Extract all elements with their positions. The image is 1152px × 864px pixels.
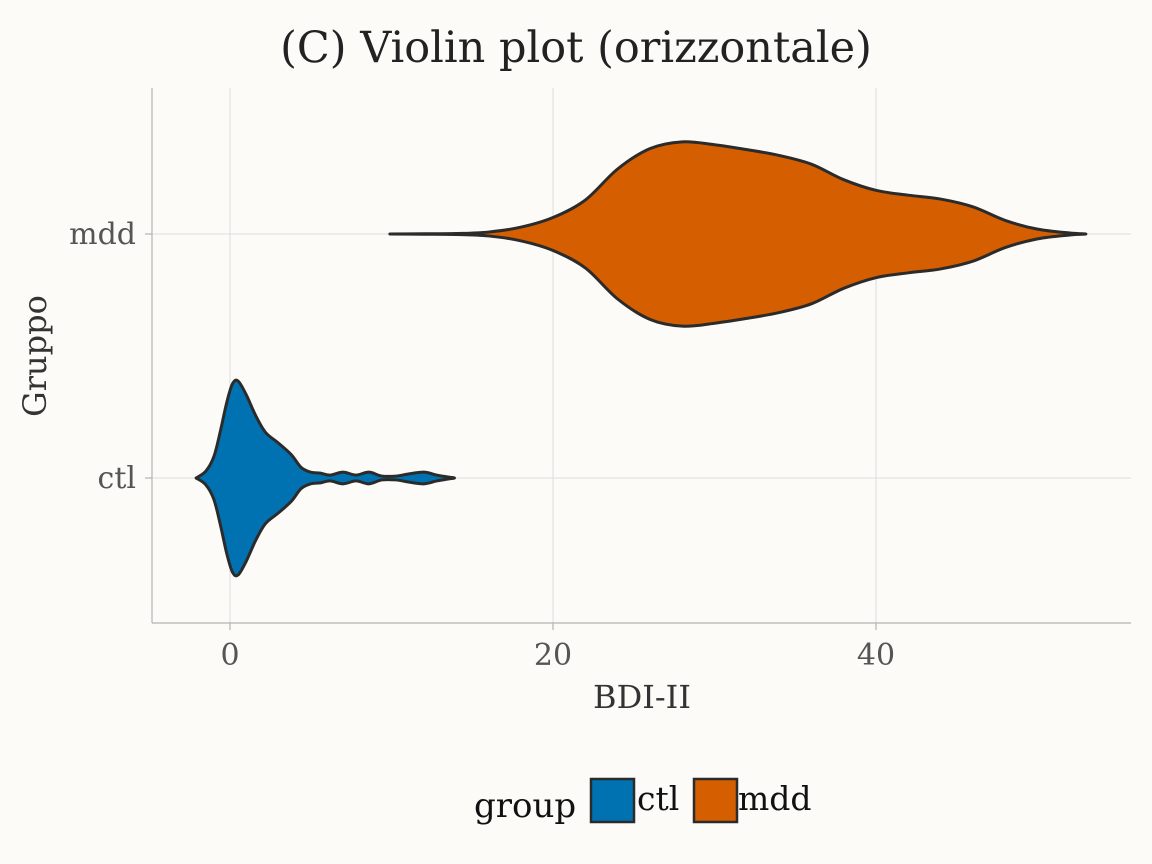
y-tick-label-mdd: mdd — [69, 217, 136, 252]
legend-entries: ctl mdd — [589, 777, 812, 824]
legend-label-mdd: mdd — [738, 779, 812, 818]
x-tick-label: 20 — [534, 638, 572, 673]
legend: group ctl mdd — [474, 777, 812, 826]
chart-title: (C) Violin plot (orizzontale) — [280, 23, 872, 73]
legend-label-ctl: ctl — [637, 779, 679, 818]
axes: 0 20 40 ctl mdd — [69, 88, 1131, 673]
legend-title: group — [474, 786, 576, 826]
y-tick-label-ctl: ctl — [98, 461, 136, 496]
y-axis-title: Gruppo — [16, 295, 54, 417]
legend-key-mdd — [692, 777, 739, 824]
violin-mdd — [388, 140, 1088, 328]
x-tick-label: 0 — [220, 638, 239, 673]
x-tick-label: 40 — [857, 638, 895, 673]
violin-ctl — [194, 378, 456, 578]
violins — [194, 140, 1088, 578]
legend-key-ctl — [589, 777, 636, 824]
x-axis-title: BDI-II — [593, 678, 691, 716]
